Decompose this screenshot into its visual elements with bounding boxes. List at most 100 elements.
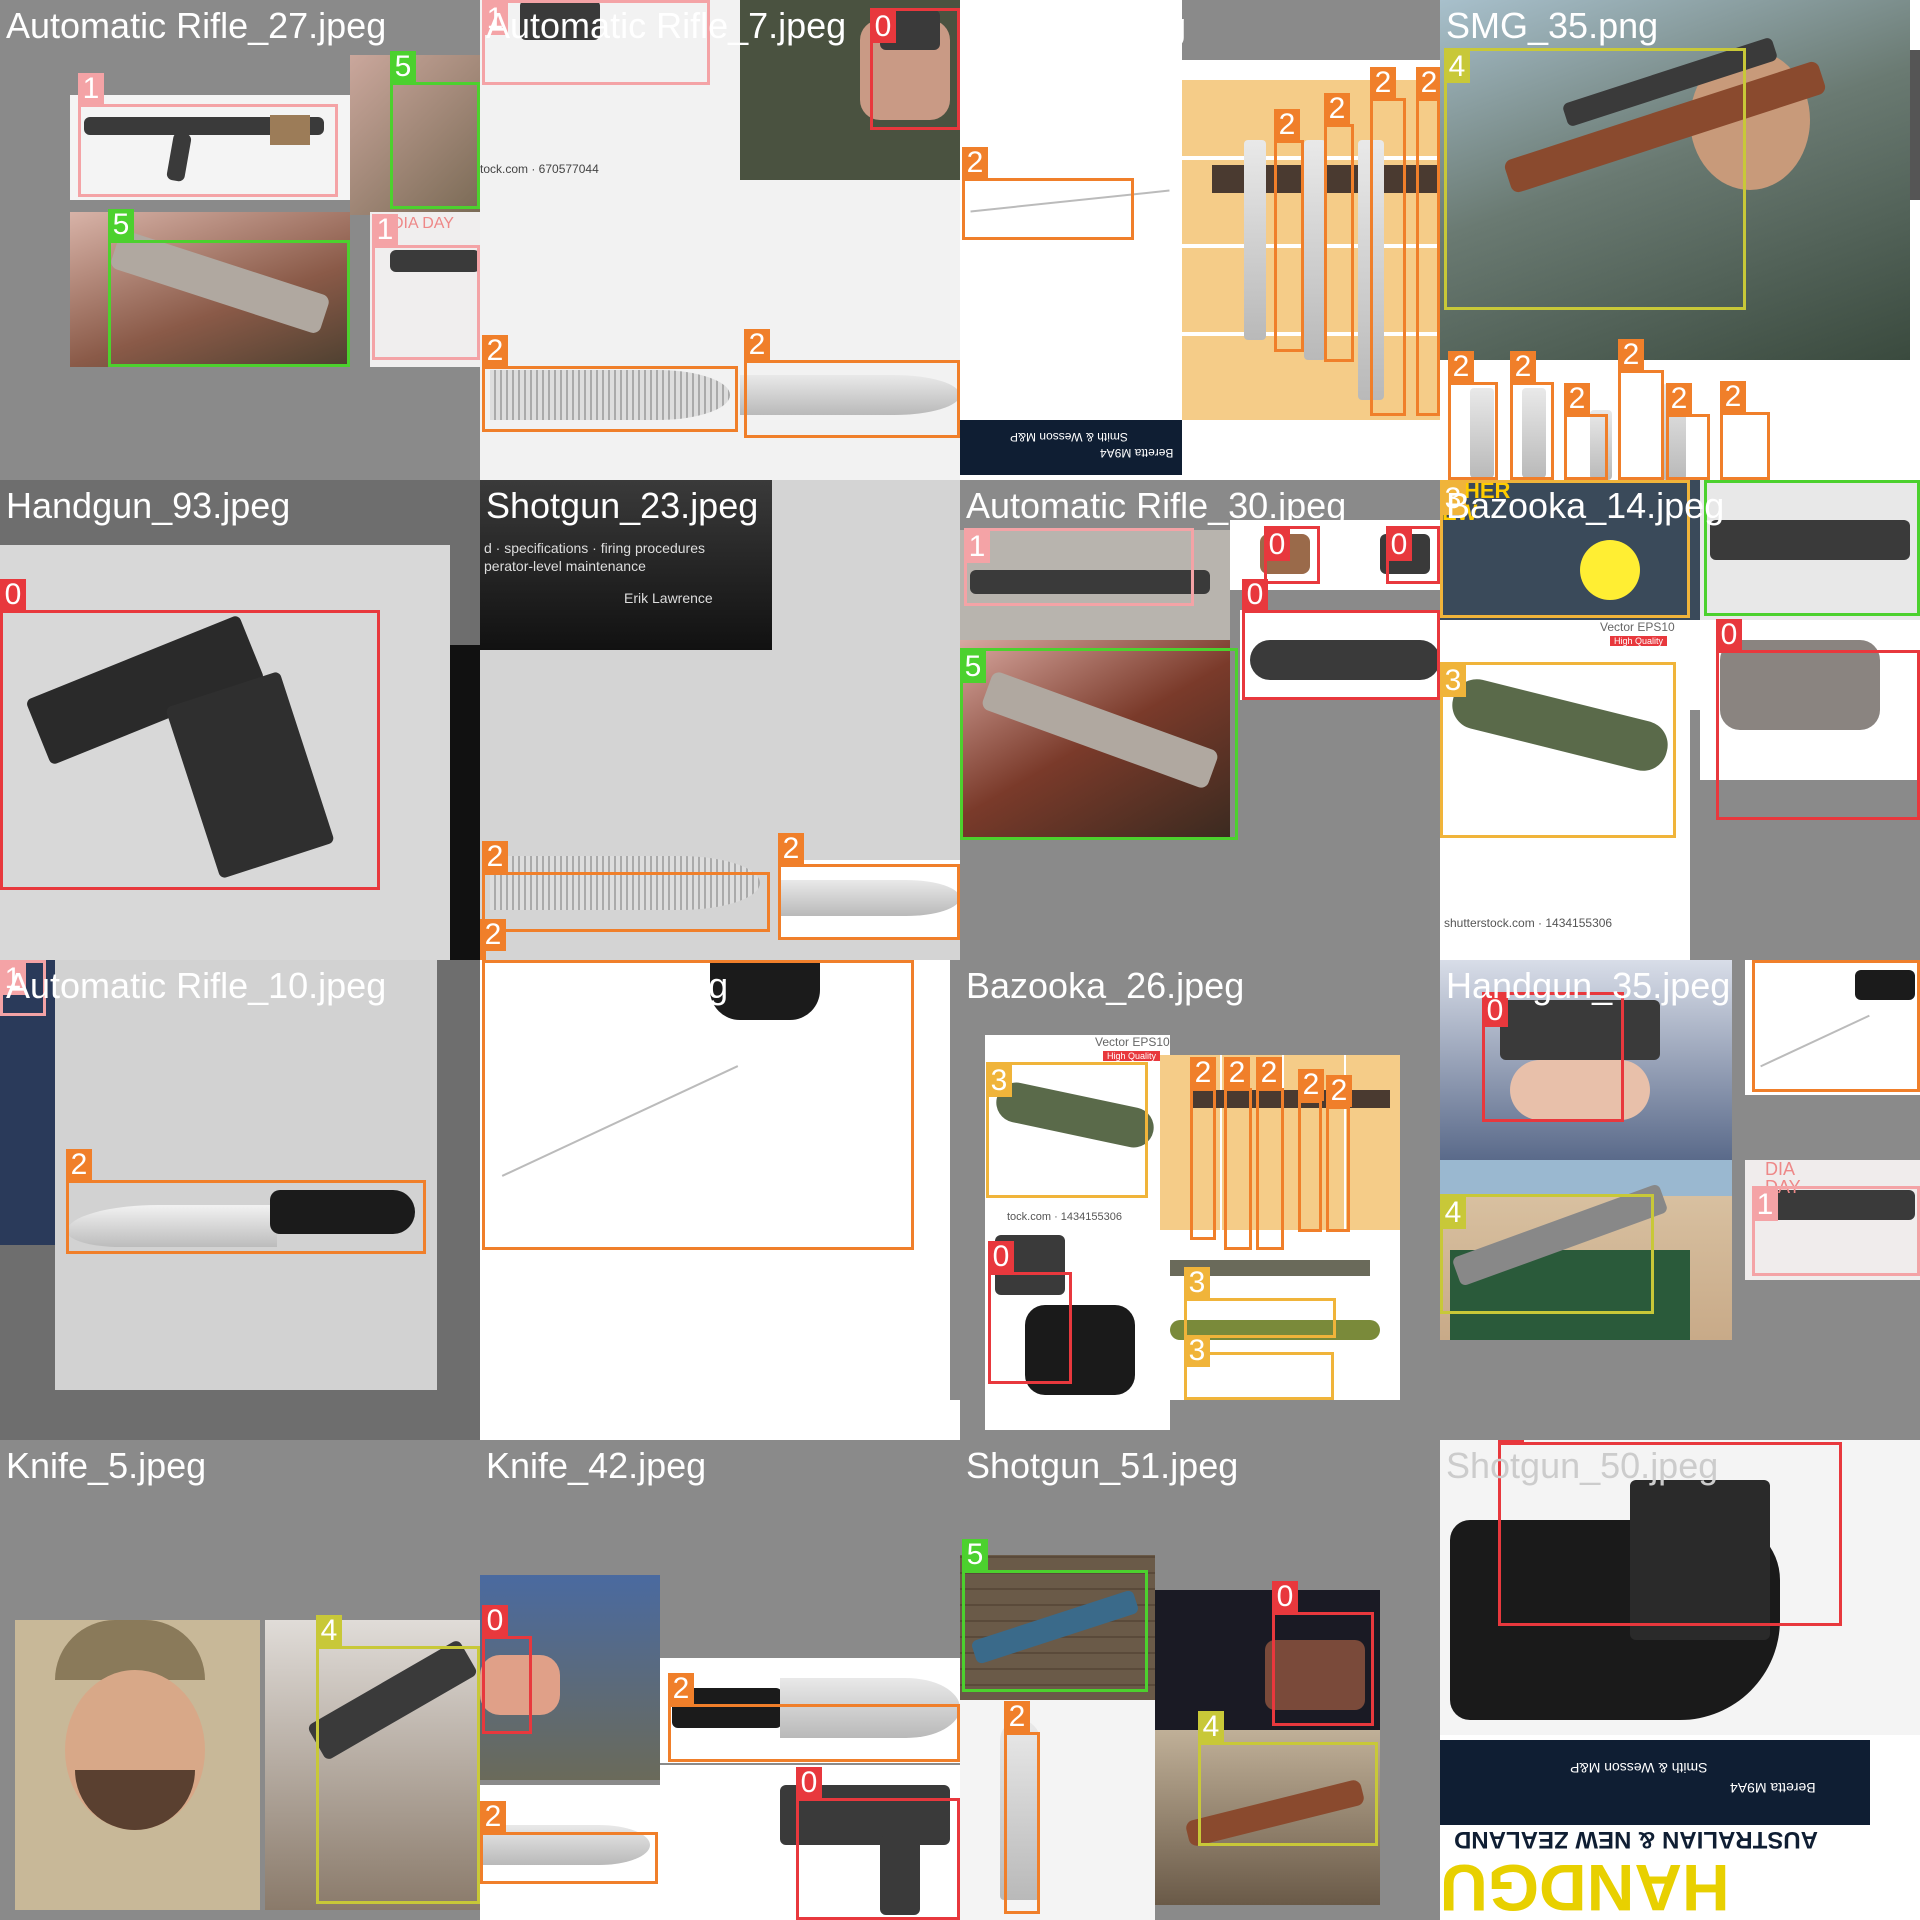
tile-label: Knife_20.jpeg [966,5,1187,46]
photo-handgun-ad-strip: Smith & Wesson M&P Beretta M9A4 [1440,1740,1870,1825]
class-tag: 2 [668,1673,694,1705]
dia-day-text: DIA DAY [392,215,454,232]
class-tag: 0 [0,579,26,611]
class-tag: 1 [964,531,990,563]
detection-box: 2 [1298,1069,1324,1232]
class-tag: 2 [66,1149,92,1181]
padding-block [950,960,960,1400]
detection-box: 2 [66,1149,426,1254]
class-tag: 0 [1716,619,1742,651]
detection-box: 4 [1198,1711,1378,1846]
class-tag: 5 [960,651,986,683]
tile-label: Automatic Rifle_7.jpeg [486,5,847,46]
photo-sniper-soldier [1155,1730,1380,1905]
tile-shotgun-51: 5 0 2 4 Shotgun_51.jpeg [960,1440,1440,1920]
tile-label: Shotgun_50.jpeg [1446,1445,1719,1486]
tile-sniper-39: 2 Sniper_39.jpeg [480,960,960,1440]
photo-knife-blade [480,1785,660,1920]
class-tag: 4 [1440,1197,1466,1229]
detection-box: 0 [988,1241,1072,1384]
detection-box: 4 [1444,48,1746,310]
detection-box: 2 [962,147,1134,240]
detection-box: 2 [668,1673,960,1762]
detection-box: 5 [1704,480,1920,616]
detection-box: 2 [480,919,506,960]
tile-label: Bazooka_26.jpeg [966,965,1245,1006]
detection-box: 2 [1510,351,1554,480]
stock-id-text: tock.com · 670577044 [480,162,599,176]
detection-box: 3 [986,1062,1148,1198]
tile-label: Handgun_35.jpeg [1446,965,1731,1006]
class-tag: 0 [988,1241,1014,1273]
magazine-title-text: HANDGU [1440,1851,1730,1920]
tile-smg-35: 4 2 2 2 2 2 2 SMG_35.png [1440,0,1920,480]
detection-box: 0 [796,1767,960,1920]
class-tag: 5 [1704,480,1730,481]
quality-badge-text: High Quality [1610,636,1668,646]
class-tag: 2 [1298,1069,1324,1101]
photo-shotgun [1700,480,1920,620]
detection-box: 0 [1264,526,1320,584]
class-tag: 0 [1386,529,1412,561]
class-tag: 2 [1256,1057,1282,1089]
class-tag: 0 [796,1767,822,1799]
detection-box: 2 [1324,93,1354,362]
magazine-text: AUSTRALIAN & NEW ZEALAND [1454,1826,1818,1853]
class-tag: 3 [1184,1335,1210,1367]
class-tag: 3 [1184,1267,1210,1299]
detection-box: 1 [1752,1186,1920,1276]
photo-glock [0,545,450,960]
tile-bazooka-26: Vector EPS10 High Quality tock.com · 143… [960,960,1440,1440]
photo-rifle-gravel [960,530,1230,640]
photo-knife [1745,960,1920,1095]
tile-knife-20: Smith & Wesson M&P Beretta M9A4 2 2 2 2 … [960,0,1440,480]
class-tag: 0 [1482,995,1508,1027]
class-tag: 4 [1444,51,1470,83]
photo-rusty-rifle [960,640,1230,840]
photo-launcher-box: ICHER EW [1440,480,1700,620]
ad-brand-text: Beretta M9A4 [1730,1780,1816,1796]
tile-label: Automatic Rifle_30.jpeg [966,485,1347,526]
tile-handgun-93: 0 Handgun_93.jpeg [0,480,480,960]
class-tag: 2 [778,833,804,865]
detection-box: 2 [1448,351,1498,480]
photo-knife-rack [1182,80,1440,420]
detection-box: 2 [480,1801,658,1884]
class-tag: 1 [0,963,26,995]
quality-badge-text: High Quality [1103,1051,1161,1061]
detection-box: 0 [1482,992,1624,1122]
photo-chef-knife [660,1658,960,1763]
detection-box: 0 [1716,619,1920,820]
class-tag: 2 [482,841,508,873]
class-tag: 2 [1564,383,1590,415]
vector-badge-text: Vector EPS10 [1095,1035,1170,1049]
tile-shotgun-23: d · specifications · firing procedures p… [480,480,960,960]
detection-box: 2 [1720,381,1770,480]
class-tag: 2 [1004,1701,1030,1733]
tile-label: Sniper_39.jpeg [486,965,729,1006]
class-tag: 0 [1242,579,1268,611]
photo-chef-knife [480,360,740,435]
class-tag: 0 [1264,529,1290,561]
class-tag: 2 [744,329,770,361]
class-tag: 0 [870,11,896,43]
photo-knife-blade [740,360,960,435]
class-tag: 2 [1752,960,1778,961]
tile-handgun-35: DIA DAY 0 2 4 1 Handgun_35.jpeg [1440,960,1920,1440]
photo-launcher-vector: Vector EPS10 High Quality [1440,620,1690,920]
detection-box: 5 [960,648,1238,840]
detection-box: 5 [962,1539,1148,1692]
detection-box: 1 [964,528,1194,606]
detection-box: 0 [0,579,380,890]
detection-box: 2 [482,960,914,1250]
detection-box: 0 [1272,1581,1374,1726]
ad-brand-text: Beretta M9A4 [1100,446,1174,460]
class-tag: 2 [482,960,508,961]
detection-box: 2 [1004,1701,1040,1914]
class-tag: 2 [480,919,506,951]
class-tag: 1 [372,214,398,246]
detection-box: 2 [482,335,738,432]
class-tag: 2 [1416,67,1440,99]
class-tag: 3 [986,1065,1012,1097]
